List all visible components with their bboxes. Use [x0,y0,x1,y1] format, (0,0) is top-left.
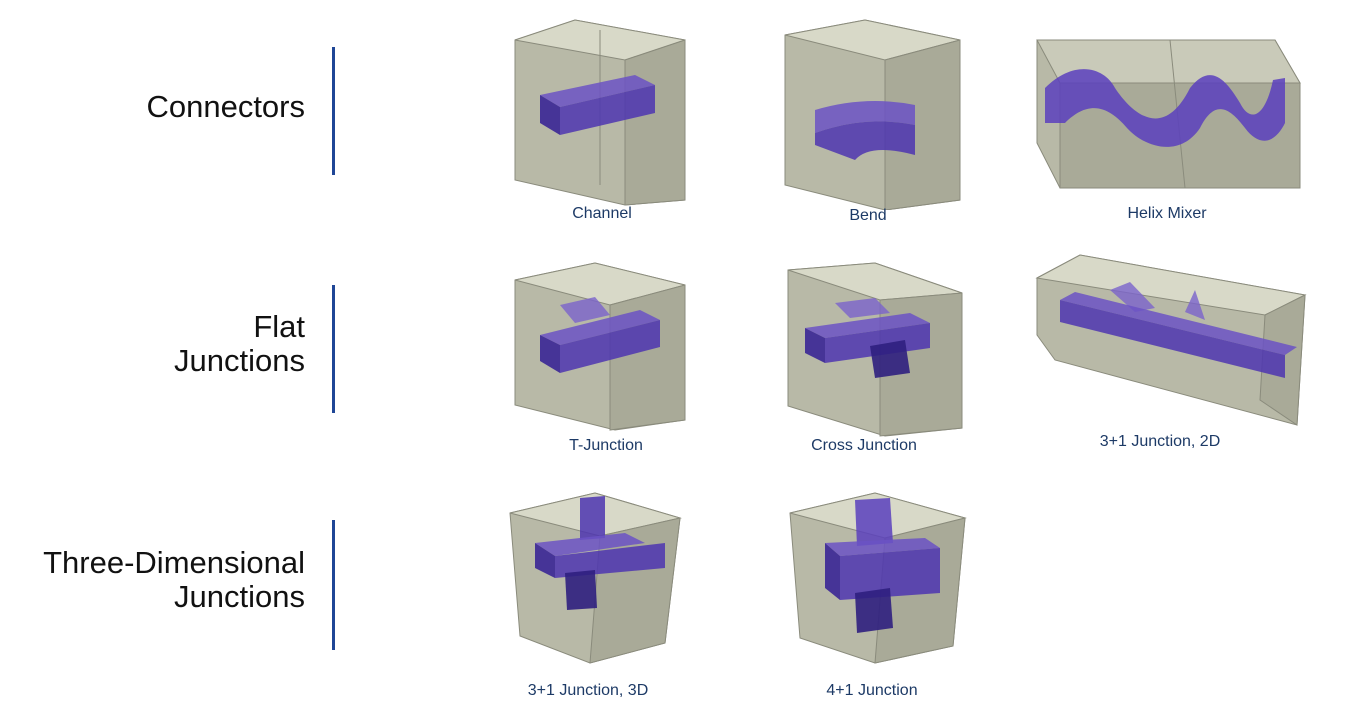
cross-junction-label: Cross Junction [811,437,917,454]
t-junction-label: T-Junction [569,437,643,454]
t-junction-illustration [514,262,686,431]
junction-3plus1-2d-label: 3+1 Junction, 2D [1099,433,1221,450]
helix-mixer-label: Helix Mixer [1127,205,1207,222]
section-title-flat-junctions: Flat Junctions [174,309,305,378]
junction-3plus1-3d-illustration [509,492,682,664]
section-divider [332,285,335,413]
section-title-connectors: Connectors [146,89,305,124]
cross-junction-tile [780,258,970,438]
junction-3plus1-2d-illustration [1035,254,1307,426]
channel-tile [505,15,705,210]
bend-illustration [784,19,961,210]
section-divider [332,47,335,175]
junction-4plus1-illustration [789,492,967,664]
bend-label: Bend [849,207,887,224]
junction-3plus1-3d-tile [505,488,685,668]
channel-label: Channel [572,205,632,222]
junction-3plus1-3d-label: 3+1 Junction, 3D [527,682,649,699]
bend-tile [775,15,975,210]
junction-4plus1-label: 4+1 Junction [826,682,918,699]
t-junction-tile [505,255,705,435]
channel-illustration [514,19,686,206]
section-divider [332,520,335,650]
cross-junction-illustration [787,262,963,437]
helix-mixer-illustration [1036,39,1301,189]
section-title-3d-junctions: Three-Dimensional Junctions [43,545,305,614]
junction-3plus1-2d-tile [1035,250,1315,430]
helix-mixer-tile [1035,28,1315,193]
junction-4plus1-tile [785,488,975,668]
